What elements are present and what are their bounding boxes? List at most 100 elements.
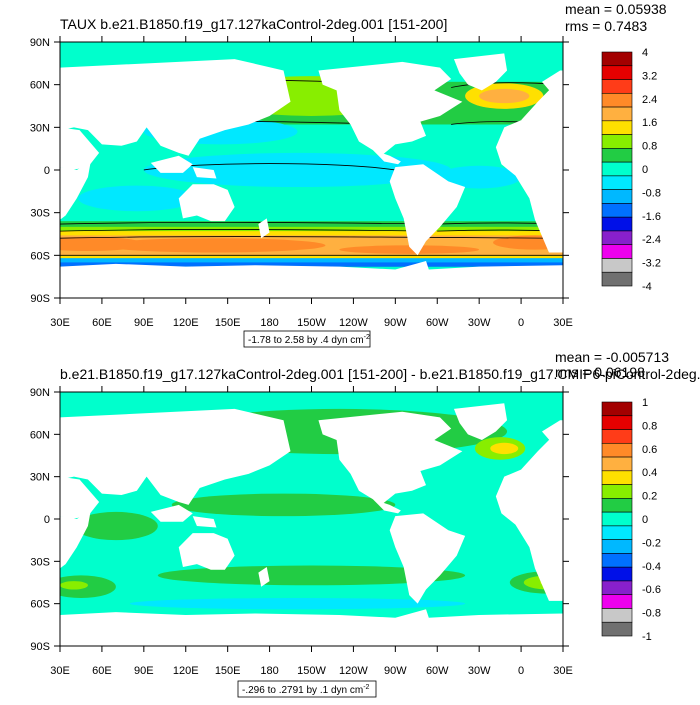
lon-tick-label: 30E xyxy=(553,317,573,329)
colorbar-box xyxy=(601,621,633,637)
panel-top-map xyxy=(60,42,563,298)
colorbar-box xyxy=(601,175,633,190)
colorbar-box xyxy=(601,553,633,568)
colorbar-label: 0.4 xyxy=(642,467,657,479)
colorbar-box xyxy=(601,271,633,287)
lat-tick-label: 30S xyxy=(30,556,50,568)
lon-tick-label: 120W xyxy=(339,317,368,329)
lat-tick-label: 90N xyxy=(30,37,50,49)
panel-top-contour-info-box xyxy=(243,330,371,348)
colorbar-box xyxy=(601,134,633,149)
colorbar-label: 4 xyxy=(642,47,648,59)
lon-tick-label: 0 xyxy=(518,665,524,677)
colorbar-box xyxy=(601,106,633,122)
colorbar-box xyxy=(601,442,633,458)
lon-tick-label: 30W xyxy=(468,665,491,677)
colorbar-label: -2.4 xyxy=(642,234,661,246)
lat-tick-label: 0 xyxy=(44,165,50,177)
lon-tick-label: 150E xyxy=(215,665,241,677)
panel-top-title: TAUX b.e21.B1850.f19_g17.127kaControl-2d… xyxy=(60,16,447,32)
lon-tick-label: 90W xyxy=(384,317,407,329)
colorbar-label: -0.8 xyxy=(642,608,661,620)
colorbar-box xyxy=(601,189,633,204)
colorbar-box xyxy=(601,401,633,417)
colorbar-box xyxy=(601,580,633,596)
lon-tick-label: 60E xyxy=(92,317,112,329)
lon-tick-label: 150E xyxy=(215,317,241,329)
lon-tick-label: 180 xyxy=(260,665,278,677)
panel-bottom-contour-info-box xyxy=(237,680,377,698)
lat-tick-label: 90S xyxy=(30,293,50,305)
colorbar-box xyxy=(601,51,633,67)
lon-tick-label: 150W xyxy=(297,317,326,329)
colorbar-label: -4 xyxy=(642,281,652,293)
colorbar-label: -0.2 xyxy=(642,537,661,549)
lat-tick-label: 30N xyxy=(30,122,50,134)
lat-tick-label: 90N xyxy=(30,387,50,399)
panel-top-lat-ticks: 90N 60N 30N 0 30S 60S 90S xyxy=(30,37,569,305)
panel-bottom-rms: rms = 0.06198 xyxy=(555,364,645,380)
lon-tick-label: 120W xyxy=(339,665,368,677)
colorbar-box xyxy=(601,470,633,485)
colorbar-box xyxy=(601,594,633,609)
colorbar-box xyxy=(601,484,633,499)
panel-top: TAUX b.e21.B1850.f19_g17.127kaControl-2d… xyxy=(30,1,667,348)
lon-tick-label: 150W xyxy=(297,665,326,677)
panel-top-lon-ticks: 30E 60E 90E 120E 150E 180 150W 120W 90W 60W 30W 0 30… xyxy=(50,36,573,329)
colorbar-label: 2.4 xyxy=(642,94,657,106)
panel-bottom-title: b.e21.B1850.f19_g17.127kaControl-2deg.00… xyxy=(60,366,700,382)
lat-tick-label: 0 xyxy=(44,514,50,526)
lat-tick-label: 90S xyxy=(30,641,50,653)
lon-tick-label: 90W xyxy=(384,665,407,677)
colorbar-label: 0.6 xyxy=(642,444,657,456)
panel-bottom-colorbar: 1 0.8 0.6 0.4 0.2 0 -0.2 -0.4 -0.6 -0.8 -1 xyxy=(601,397,661,643)
colorbar-label: -1.6 xyxy=(642,211,661,223)
colorbar-label: 0.8 xyxy=(642,420,657,432)
lat-tick-label: 30N xyxy=(30,472,50,484)
lon-tick-label: 60W xyxy=(426,665,449,677)
colorbar-box xyxy=(601,120,633,135)
colorbar-box xyxy=(601,244,633,259)
lon-tick-label: 30E xyxy=(50,317,70,329)
lat-tick-label: 30S xyxy=(30,208,50,220)
lon-tick-label: 30E xyxy=(50,665,70,677)
panel-top-colorbar: 4 3.2 2.4 1.6 0.8 0 -0.8 -1.6 -2.4 -3.2 -4 xyxy=(601,47,661,293)
colorbar-box xyxy=(601,161,633,177)
lon-tick-label: 30E xyxy=(553,665,573,677)
colorbar-box xyxy=(601,203,633,218)
panel-bottom: mean = -0.005713 rms = 0.06198 b.e21.B18… xyxy=(30,349,700,698)
colorbar-box xyxy=(601,456,633,472)
colorbar-box xyxy=(601,608,633,623)
colorbar-box xyxy=(601,258,633,273)
colorbar-box xyxy=(601,498,633,513)
lat-tick-label: 60N xyxy=(30,429,50,441)
colorbar-label: 0.2 xyxy=(642,491,657,503)
colorbar-label: 1.6 xyxy=(642,117,657,129)
colorbar-box xyxy=(601,525,633,540)
lat-tick-label: 60N xyxy=(30,80,50,92)
colorbar-label: 1 xyxy=(642,397,648,409)
lon-tick-label: 0 xyxy=(518,317,524,329)
panel-bottom-map xyxy=(60,392,563,646)
colorbar-label: 0 xyxy=(642,514,648,526)
colorbar-label: -0.4 xyxy=(642,561,661,573)
lon-tick-label: 90E xyxy=(134,665,154,677)
lon-tick-label: 90E xyxy=(134,317,154,329)
colorbar-box xyxy=(601,566,633,582)
panel-bottom-contour-info: -.296 to .2791 by .1 dyn cm-2 xyxy=(242,684,370,696)
colorbar-box xyxy=(601,230,633,246)
colorbar-box xyxy=(601,429,633,444)
lon-tick-label: 180 xyxy=(260,317,278,329)
panel-top-mean: mean = 0.05938 xyxy=(565,1,667,17)
panel-top-rms: rms = 0.7483 xyxy=(565,18,647,34)
lon-tick-label: 120E xyxy=(173,665,199,677)
panel-top-contour-info: -1.78 to 2.58 by .4 dyn cm-2 xyxy=(248,334,370,346)
panel-bottom-lat-ticks: 90N 60N 30N 0 30S 60S 90S xyxy=(30,387,569,653)
panel-bottom-mean: mean = -0.005713 xyxy=(555,349,669,365)
colorbar-box xyxy=(601,511,633,527)
lon-tick-label: 60E xyxy=(92,665,112,677)
colorbar-box xyxy=(601,216,633,232)
lon-tick-label: 30W xyxy=(468,317,491,329)
colorbar-label: 0.8 xyxy=(642,141,657,153)
